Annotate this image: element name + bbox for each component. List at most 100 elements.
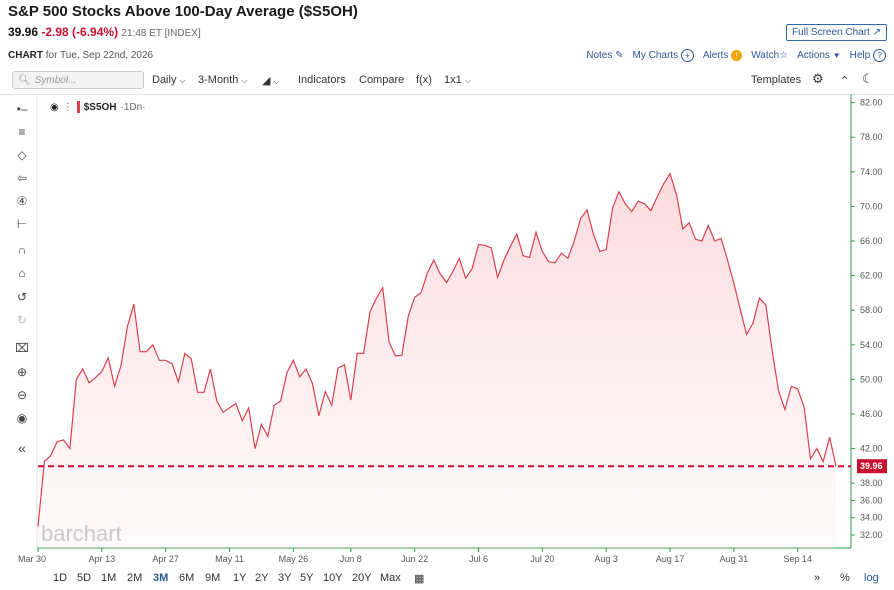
visibility-eye-icon[interactable]: ◉ (50, 101, 59, 113)
top-links: Notes ✎ My Charts + Alerts ! Watch☆ Acti… (586, 49, 886, 62)
drawing-tools-sidebar: •– ≡ ◇ ⇦ ④ ⊢ ∩ ⌂ ↺ ↻ ⌧ ⊕ ⊖ ◉ « (0, 96, 36, 464)
x-tick-label: Sep 14 (783, 554, 812, 564)
indicators-button[interactable]: Indicators (298, 74, 346, 86)
help-label: Help (849, 50, 871, 62)
interval-label: Daily (152, 74, 177, 86)
x-tick-label: May 11 (215, 554, 244, 564)
zoom-in-icon[interactable]: ⊕ (16, 365, 28, 379)
y-axis-ticks: 82.00 78.00 74.00 70.00 66.00 62.00 58.00 54.00… (851, 98, 883, 540)
gear-icon[interactable]: ⚙ (812, 71, 824, 86)
interval-dropdown[interactable]: Daily ⌵ (152, 74, 186, 86)
undo-icon[interactable]: ↺ (16, 290, 28, 304)
x-tick-label: Aug 31 (720, 554, 749, 564)
layout-dropdown[interactable]: 1x1 ⌵ (444, 74, 471, 86)
edit-icon: ✎ (615, 50, 624, 61)
range-button-6m[interactable]: 6M (179, 572, 195, 584)
y-tick-label: 36.00 (860, 495, 883, 505)
y-tick-label: 62.00 (860, 271, 883, 281)
range-button-3m[interactable]: 3M (153, 572, 169, 584)
x-tick-label: Jun 8 (340, 554, 362, 564)
help-link[interactable]: Help ? (850, 49, 886, 62)
zoom-out-icon[interactable]: ⊖ (16, 388, 28, 402)
x-tick-label: Jul 20 (530, 554, 554, 564)
compare-button[interactable]: Compare (359, 74, 405, 86)
symbol-search-input[interactable]: 🔍︎ Symbol... (12, 71, 144, 89)
watch-label: Watch (751, 50, 780, 61)
chart-date-line: CHART for Tue, Sep 22nd, 2026 (8, 50, 153, 61)
chart-label: CHART (8, 50, 43, 61)
line-tool-icon[interactable]: •– (16, 102, 28, 116)
range-button-2m[interactable]: 2M (127, 572, 143, 584)
templates-button[interactable]: Templates (751, 74, 802, 86)
notes-link[interactable]: Notes ✎ (586, 50, 623, 61)
chevron-down-icon: ⌵ (241, 76, 248, 85)
redo-icon[interactable]: ↻ (16, 313, 28, 327)
external-arrow-icon: ↗ (872, 27, 881, 38)
range-button-9m[interactable]: 9M (205, 572, 221, 584)
alert-icon: ! (731, 49, 743, 61)
x-tick-label: Aug 3 (594, 554, 618, 564)
lock-icon[interactable]: ⌂ (18, 266, 26, 280)
alerts-link[interactable]: Alerts ! (702, 49, 743, 62)
legend-symbol: $S5OH (83, 101, 117, 113)
range-button-20y[interactable]: 20Y (352, 572, 372, 584)
y-tick-label: 70.00 (860, 201, 883, 211)
quote-line: 39.96 -2.98 (-6.94%) 21:48 ET [INDEX] (8, 25, 201, 39)
chart-type-dropdown[interactable]: ◢ ⌵ (262, 74, 280, 87)
range-button-3y[interactable]: 3Y (278, 572, 292, 584)
y-tick-label: 74.00 (860, 167, 883, 177)
fib-tool-icon[interactable]: ≡ (18, 125, 26, 139)
y-tick-label: 54.00 (860, 340, 883, 350)
range-button-10y[interactable]: 10Y (323, 572, 343, 584)
arrow-tool-icon[interactable]: ⇦ (16, 171, 28, 185)
magnet-icon[interactable]: ∩ (17, 243, 27, 257)
price-area (38, 173, 836, 548)
range-button-1d[interactable]: 1D (53, 572, 68, 584)
collapse-icon[interactable]: ⌃ (840, 75, 850, 87)
range-button-5y[interactable]: 5Y (300, 572, 314, 584)
watch-link[interactable]: Watch☆ (751, 50, 788, 61)
barchart-watermark: barchart (41, 521, 122, 546)
range-button-max[interactable]: Max (380, 572, 401, 584)
full-screen-chart-button[interactable]: Full Screen Chart ↗ (786, 24, 887, 41)
trash-icon[interactable]: ⌧ (15, 341, 29, 355)
chevron-down-icon: ⌵ (273, 77, 280, 86)
shape-tool-icon[interactable]: ◇ (17, 148, 27, 162)
symbol-placeholder: Symbol... (34, 74, 77, 86)
alerts-label: Alerts (702, 50, 729, 62)
range-button-1y[interactable]: 1Y (233, 572, 247, 584)
range-button-5d[interactable]: 5D (77, 572, 92, 584)
pattern-tool-icon[interactable]: ⊢ (16, 217, 28, 231)
range-button-1m[interactable]: 1M (101, 572, 117, 584)
function-button[interactable]: f(x) (416, 74, 432, 86)
y-tick-label: 46.00 (860, 409, 883, 419)
star-icon: ☆ (779, 50, 789, 61)
page-title: S&P 500 Stocks Above 100-Day Average ($S… (8, 3, 358, 20)
x-tick-label: May 26 (279, 554, 309, 564)
period-label: 3-Month (198, 74, 239, 86)
log-scale-button[interactable]: log (864, 572, 879, 584)
notes-label: Notes (586, 50, 613, 61)
help-icon: ? (873, 49, 886, 62)
caret-down-icon: ▼ (832, 51, 841, 60)
x-tick-label: Apr 27 (152, 554, 179, 564)
period-dropdown[interactable]: 3-Month ⌵ (198, 74, 248, 86)
y-tick-label: 32.00 (860, 530, 883, 540)
collapse-sidebar-icon[interactable]: « (18, 440, 26, 456)
actions-menu[interactable]: Actions ▼ (797, 50, 841, 61)
counter-tool-icon[interactable]: ④ (16, 194, 28, 208)
calendar-icon[interactable]: ▦ (414, 573, 425, 585)
chevron-down-icon: ⌵ (464, 76, 471, 85)
chart-date: for Tue, Sep 22nd, 2026 (45, 50, 154, 61)
price-chart[interactable]: 82.00 78.00 74.00 70.00 66.00 62.00 58.00 54.00… (0, 94, 894, 568)
more-dots-icon[interactable]: ⋮ (62, 101, 73, 113)
chart-legend: ◉ ⋮ $S5OH ·1Dn· (50, 101, 146, 113)
x-tick-label: Jul 6 (469, 554, 488, 564)
my-charts-link[interactable]: My Charts + (633, 49, 694, 62)
percent-scale-button[interactable]: % (840, 572, 850, 584)
area-chart-icon: ◢ (262, 75, 271, 87)
eye-icon[interactable]: ◉ (16, 411, 28, 425)
scroll-end-icon[interactable]: » (814, 572, 821, 584)
dark-mode-icon[interactable]: ☾ (862, 71, 874, 86)
range-button-2y[interactable]: 2Y (255, 572, 269, 584)
